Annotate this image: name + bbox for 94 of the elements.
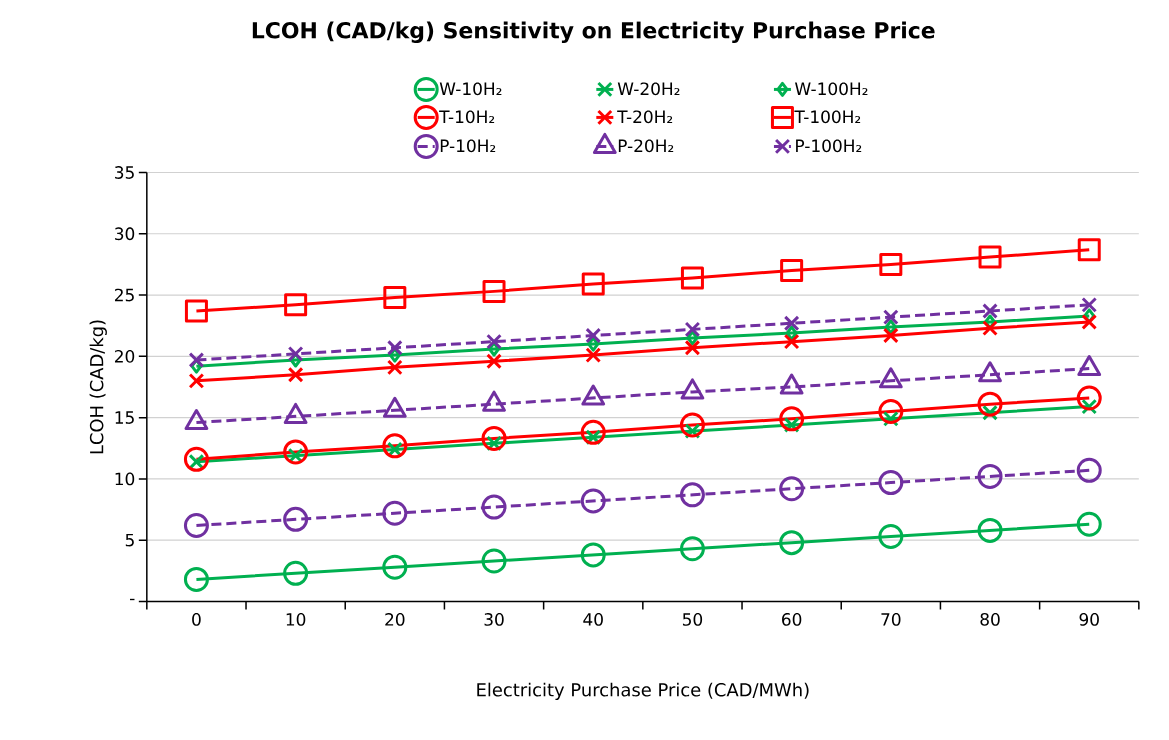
x-tick-label: 50 [682,612,703,626]
point [188,352,205,368]
point [884,319,897,335]
point [680,266,704,290]
point [580,419,606,445]
point [482,279,506,303]
point [679,482,705,508]
point [982,320,998,337]
point [481,425,507,451]
y-tick-label: 10 [115,472,135,486]
legend-label: W-10H₂ [439,82,502,96]
point [382,500,408,526]
point [581,272,605,296]
x-tick-label: 30 [484,612,504,626]
point [287,346,304,362]
point [386,339,403,356]
x-tick-label: 80 [980,612,1000,626]
point [779,406,805,432]
x-tick-label: 20 [385,612,405,626]
point [684,321,701,338]
point [977,517,1003,543]
point [978,245,1002,269]
point [679,412,705,438]
point [779,530,805,556]
y-tick-label: - [130,598,135,601]
y-tick-label: 25 [114,288,134,302]
point [878,524,904,550]
x-tick-label: 40 [583,612,603,626]
point [580,542,606,568]
point [982,303,998,319]
point [679,536,705,562]
x-tick-label: 60 [782,612,802,626]
point [585,327,602,344]
point [283,439,309,465]
point [785,325,798,341]
y-tick-label: 20 [114,349,135,363]
x-tick-label: 70 [881,612,901,626]
point [386,359,403,376]
point [284,293,308,317]
y-tick-label: 5 [125,533,134,547]
point [283,560,309,586]
point [183,446,209,472]
point [183,566,209,592]
y-tick-label: 30 [115,227,135,241]
legend-label: T-10H₂ [439,110,495,124]
point [481,548,507,574]
point [1076,385,1102,411]
x-tick-label: 90 [1079,612,1099,626]
point [878,470,904,496]
point [183,512,209,538]
point [878,399,904,424]
y-tick-label: 15 [115,411,134,424]
point [783,315,800,332]
x-tick-label: 10 [286,612,306,626]
point [580,488,606,514]
point [184,299,208,323]
legend-label: W-20H₂ [617,82,680,96]
point [188,372,205,389]
point [780,259,804,283]
legend-label: T-100H₂ [794,110,861,124]
point [879,252,903,276]
point [1077,238,1101,262]
point [684,339,701,356]
point [1081,314,1098,330]
point [977,391,1003,417]
point [383,286,407,310]
point [486,353,502,370]
point [587,336,600,352]
y-axis-title: LCOH (CAD/kg) [89,320,107,454]
legend-label: W-100H₂ [795,82,868,96]
point [283,506,309,532]
point [977,463,1003,489]
point [382,433,408,459]
point [481,494,507,520]
y-tick-label: 35 [115,166,134,179]
x-tick-label: 0 [192,612,201,626]
point [1076,511,1102,537]
point [882,309,899,325]
point [882,327,899,344]
point [686,330,699,346]
x-axis-title: Electricity Purchase Price (CAD/MWh) [477,682,809,701]
chart-title: LCOH (CAD/kg) Sensitivity on Electricity Purchase Price [252,21,935,43]
legend-label: T-20H₂ [617,110,673,124]
point [486,333,502,350]
legend-label: P-10H₂ [440,139,496,153]
point [783,333,800,350]
point [779,476,805,502]
point [287,366,304,383]
point [1076,457,1102,483]
legend-label: P-20H₂ [618,139,674,153]
legend-label: P-100H₂ [796,139,862,153]
point [585,347,602,363]
point [1081,296,1098,313]
point [382,554,408,580]
